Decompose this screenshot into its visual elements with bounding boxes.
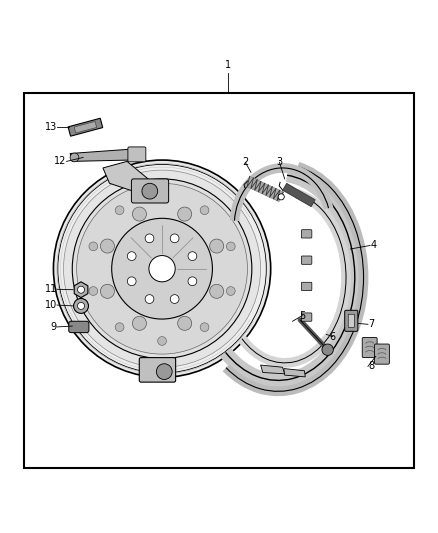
Circle shape bbox=[200, 323, 209, 332]
Circle shape bbox=[112, 219, 212, 319]
Polygon shape bbox=[74, 122, 97, 133]
Circle shape bbox=[100, 284, 114, 298]
Circle shape bbox=[188, 252, 197, 261]
Circle shape bbox=[178, 316, 192, 330]
FancyBboxPatch shape bbox=[348, 314, 354, 327]
Text: 12: 12 bbox=[54, 156, 67, 166]
Circle shape bbox=[74, 298, 88, 313]
FancyBboxPatch shape bbox=[301, 282, 312, 290]
FancyBboxPatch shape bbox=[374, 344, 389, 364]
Bar bbox=[24, 93, 414, 468]
Circle shape bbox=[53, 160, 271, 377]
Polygon shape bbox=[74, 282, 88, 297]
FancyBboxPatch shape bbox=[69, 321, 89, 333]
FancyBboxPatch shape bbox=[301, 230, 312, 238]
Text: 7: 7 bbox=[368, 319, 374, 329]
Circle shape bbox=[132, 316, 146, 330]
Circle shape bbox=[170, 295, 179, 303]
FancyBboxPatch shape bbox=[362, 337, 377, 358]
Text: 11: 11 bbox=[45, 284, 57, 294]
Text: 1: 1 bbox=[225, 60, 231, 70]
Circle shape bbox=[115, 206, 124, 215]
Circle shape bbox=[210, 284, 224, 298]
Circle shape bbox=[115, 323, 124, 332]
Circle shape bbox=[158, 192, 166, 201]
Circle shape bbox=[149, 255, 175, 282]
Text: 13: 13 bbox=[45, 122, 57, 132]
Circle shape bbox=[156, 364, 172, 379]
Text: 8: 8 bbox=[368, 361, 374, 372]
Polygon shape bbox=[245, 176, 283, 201]
Text: 10: 10 bbox=[45, 300, 57, 310]
Circle shape bbox=[226, 287, 235, 295]
FancyBboxPatch shape bbox=[301, 256, 312, 264]
Text: 6: 6 bbox=[330, 332, 336, 342]
Text: 4: 4 bbox=[370, 240, 376, 251]
FancyBboxPatch shape bbox=[131, 179, 169, 203]
Polygon shape bbox=[103, 161, 153, 192]
Polygon shape bbox=[284, 368, 305, 377]
Circle shape bbox=[100, 239, 114, 253]
Text: 2: 2 bbox=[242, 157, 248, 167]
Circle shape bbox=[78, 302, 85, 310]
Polygon shape bbox=[68, 118, 103, 136]
Circle shape bbox=[210, 239, 224, 253]
FancyBboxPatch shape bbox=[128, 147, 146, 162]
Polygon shape bbox=[70, 149, 136, 161]
Circle shape bbox=[127, 277, 136, 286]
Circle shape bbox=[127, 252, 136, 261]
Circle shape bbox=[89, 287, 98, 295]
Circle shape bbox=[226, 242, 235, 251]
Circle shape bbox=[170, 234, 179, 243]
FancyBboxPatch shape bbox=[139, 358, 176, 382]
Text: 9: 9 bbox=[51, 322, 57, 332]
Circle shape bbox=[145, 295, 154, 303]
Text: 5: 5 bbox=[299, 311, 305, 320]
Circle shape bbox=[70, 153, 79, 162]
FancyBboxPatch shape bbox=[301, 313, 312, 321]
Circle shape bbox=[132, 207, 146, 221]
Polygon shape bbox=[283, 183, 315, 207]
Circle shape bbox=[64, 170, 261, 367]
Circle shape bbox=[142, 183, 158, 199]
Text: 3: 3 bbox=[276, 157, 283, 167]
Circle shape bbox=[58, 165, 266, 373]
Circle shape bbox=[188, 277, 197, 286]
Circle shape bbox=[72, 179, 252, 359]
Circle shape bbox=[178, 207, 192, 221]
Circle shape bbox=[89, 242, 98, 251]
Circle shape bbox=[158, 336, 166, 345]
Circle shape bbox=[322, 344, 333, 356]
FancyBboxPatch shape bbox=[345, 310, 358, 332]
Circle shape bbox=[78, 286, 85, 293]
Circle shape bbox=[278, 194, 284, 200]
Polygon shape bbox=[261, 365, 285, 374]
Circle shape bbox=[200, 206, 209, 215]
Circle shape bbox=[77, 183, 247, 354]
Circle shape bbox=[145, 234, 154, 243]
